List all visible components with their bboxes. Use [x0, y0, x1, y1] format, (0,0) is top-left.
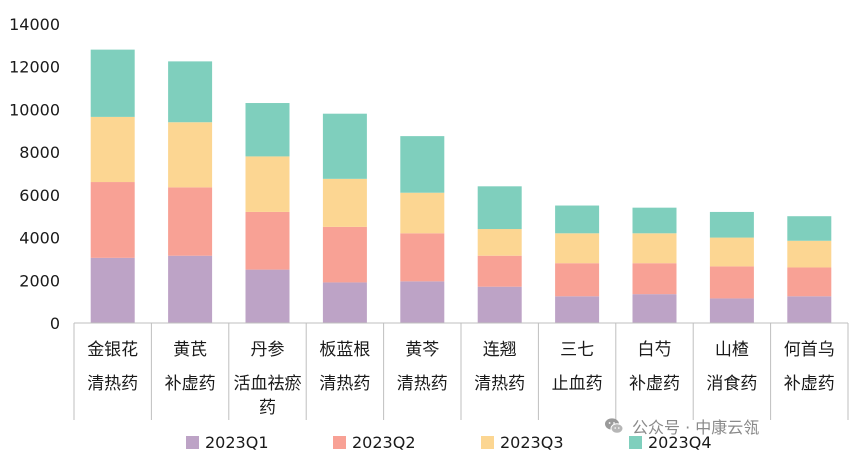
category-group-label: 活血祛瘀 [234, 374, 302, 394]
bar-segment [168, 187, 213, 256]
bar-segment [632, 207, 677, 234]
category-group-label: 清热药 [397, 374, 448, 394]
bar-segment [555, 205, 600, 234]
bar-segment [245, 156, 290, 212]
y-tick-label: 8000 [19, 143, 60, 162]
category-group-label: 药 [259, 398, 276, 418]
bar-segment [555, 233, 600, 264]
bar-segment [632, 233, 677, 264]
bar-segment [709, 298, 754, 323]
bar-segment [322, 226, 367, 283]
bar-segment [477, 186, 522, 230]
bar-segment [400, 192, 445, 234]
legend: 2023Q1 2023Q2 2023Q3 2023Q4 [186, 433, 712, 452]
category-label: 连翘 [483, 340, 517, 360]
bar-segment [245, 269, 290, 323]
bar-segment [632, 294, 677, 323]
category-label: 白芍 [638, 340, 672, 360]
bar-segment [90, 182, 135, 258]
bar-segment [90, 257, 135, 323]
bar-segment [709, 266, 754, 299]
y-tick-label: 0 [50, 314, 60, 333]
category-label: 金银花 [87, 340, 138, 360]
bar-segment [709, 211, 754, 238]
category-group-label: 清热药 [474, 374, 525, 394]
legend-swatch [481, 436, 494, 449]
category-label: 丹参 [251, 340, 285, 360]
y-tick-label: 2000 [19, 271, 60, 290]
bar-segment [787, 216, 832, 241]
bar-segment [555, 263, 600, 297]
bar-segment [168, 122, 213, 188]
legend-label: 2023Q3 [500, 433, 564, 452]
bars [90, 49, 832, 323]
wechat-icon [605, 418, 624, 434]
category-label: 黄芩 [405, 340, 439, 360]
legend-label: 2023Q2 [352, 433, 416, 452]
bar-segment [400, 233, 445, 282]
category-group-label: 止血药 [552, 374, 603, 394]
bar-segment [400, 281, 445, 323]
category-group-label: 消食药 [706, 374, 757, 394]
bar-segment [400, 136, 445, 193]
legend-swatch [333, 436, 346, 449]
bar-segment [245, 103, 290, 157]
y-tick-label: 10000 [9, 100, 60, 119]
bar-segment [477, 286, 522, 323]
bar-segment [477, 229, 522, 256]
bar-segment [322, 282, 367, 323]
bar-segment [322, 113, 367, 179]
category-group-label: 清热药 [319, 374, 370, 394]
watermark: 公众号 · 中康云瓴 [604, 412, 759, 440]
bar-segment [322, 178, 367, 227]
legend-swatch [186, 436, 199, 449]
category-label: 三七 [560, 340, 594, 360]
y-tick-label: 6000 [19, 186, 60, 205]
category-group-label: 补虚药 [629, 374, 680, 394]
category-group-label: 补虚药 [784, 374, 835, 394]
category-label: 山楂 [715, 340, 749, 360]
bar-segment [709, 237, 754, 267]
y-tick-label: 4000 [19, 229, 60, 248]
bar-segment [168, 255, 213, 323]
bar-segment [168, 61, 213, 123]
category-label: 黄芪 [173, 340, 207, 360]
bar-segment [787, 267, 832, 297]
y-tick-label: 12000 [9, 58, 60, 77]
category-label: 板蓝根 [319, 340, 370, 360]
bar-segment [632, 263, 677, 295]
y-tick-label: 14000 [9, 15, 60, 34]
watermark-text: 公众号 · 中康云瓴 [632, 418, 760, 437]
category-group-label: 补虚药 [165, 374, 216, 394]
legend-swatch [629, 436, 642, 449]
bar-segment [555, 296, 600, 323]
legend-label: 2023Q4 [648, 433, 712, 452]
bar-segment [245, 211, 290, 270]
bar-segment [90, 49, 135, 117]
bar-segment [787, 240, 832, 268]
legend-label: 2023Q1 [205, 433, 269, 452]
y-axis: 0 2000 4000 6000 8000 10000 12000 14000 [9, 15, 60, 333]
bar-segment [477, 255, 522, 287]
bar-segment [90, 116, 135, 183]
category-group-label: 清热药 [87, 374, 138, 394]
category-label: 何首乌 [784, 340, 835, 360]
bar-segment [787, 296, 832, 323]
